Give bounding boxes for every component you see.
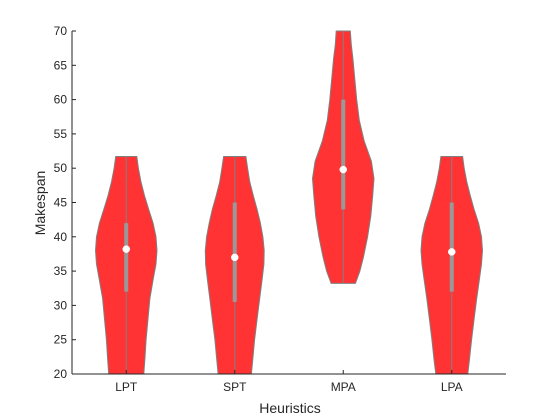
median-marker-spt [231,253,239,262]
median-marker-lpt [122,245,130,253]
y-axis-title: Makespan [32,171,48,236]
y-tick-label: 35 [54,264,68,278]
y-tick-label: 40 [54,230,68,244]
x-tick-label: MPA [331,380,356,394]
x-axis-title: Heuristics [259,400,320,416]
y-tick-label: 65 [54,58,68,72]
y-tick-label: 45 [54,196,68,210]
median-marker-lpa [448,248,456,256]
y-tick-label: 20 [54,367,68,381]
x-tick-label: SPT [223,380,247,394]
x-tick-label: LPT [115,380,138,394]
x-tick-label: LPA [441,380,463,394]
y-tick-label: 70 [54,24,68,38]
axes-group: 20 25 30 35 40 45 50 55 60 65 70 LPT SPT MPA LPA [54,24,506,394]
y-tick-label: 30 [54,298,68,312]
median-marker-mpa [339,165,347,174]
y-tick-label: 50 [54,161,68,175]
y-tick-label: 55 [54,127,68,141]
y-tick-label: 25 [54,333,68,347]
y-tick-label: 60 [54,93,68,107]
violins-group [94,30,484,375]
